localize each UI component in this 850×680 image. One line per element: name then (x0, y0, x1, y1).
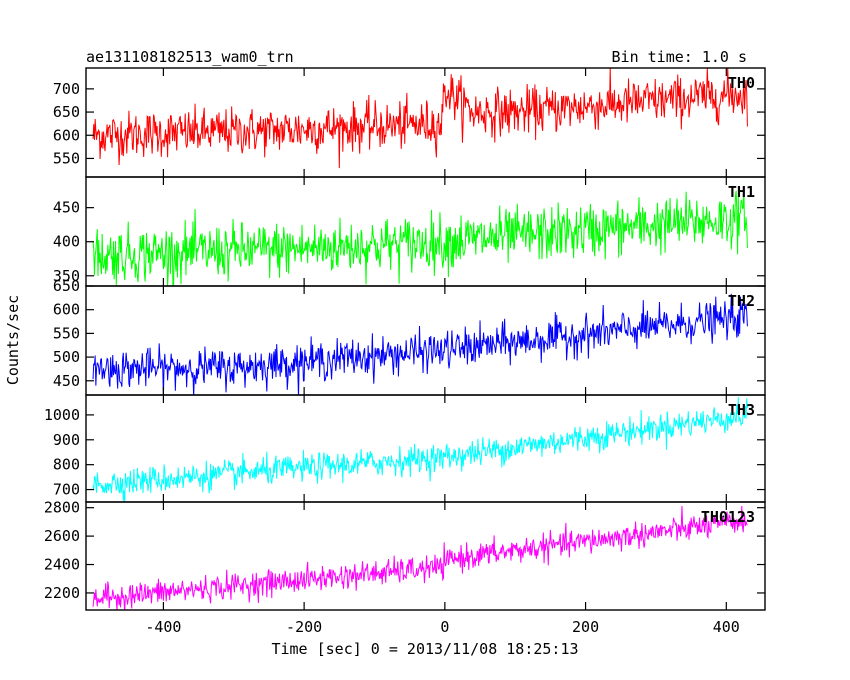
panel-th1: 350 400 450 TH1 (53, 176, 766, 287)
y-tick-label: 500 (53, 348, 80, 366)
y-tick-label: 450 (53, 372, 80, 390)
panel-th0: 550 600 650 700 TH0 (53, 67, 766, 178)
y-tick-label: 800 (53, 456, 80, 474)
panels-group: 550 600 650 700 TH0 350 400 450 TH1 450 500 550 600 6… (44, 67, 766, 611)
series-line-th0 (92, 68, 748, 169)
y-tick-label: 700 (53, 481, 80, 499)
panel-label-th1: TH1 (728, 183, 755, 201)
y-tick-label: 650 (53, 277, 80, 295)
series-line-th2 (92, 293, 748, 395)
y-tick-label: 350 (53, 267, 80, 285)
x-axis-label: Time [sec] 0 = 2013/11/08 18:25:13 (271, 640, 578, 658)
panel-th2: 450 500 550 600 650 TH2 (53, 277, 766, 396)
y-tick-label: 600 (53, 126, 80, 144)
x-tick-label: -400 (145, 618, 181, 636)
y-tick-label: 550 (53, 149, 80, 167)
x-tick-label: 400 (713, 618, 740, 636)
panel-th3: 700 800 900 1000 TH3 (44, 394, 766, 503)
y-tick-label: 900 (53, 431, 80, 449)
x-tick-label: 200 (572, 618, 599, 636)
y-tick-label: 450 (53, 199, 80, 217)
y-tick-label: 2800 (44, 499, 80, 517)
y-axis-label: Counts/sec (4, 295, 22, 385)
bin-time-label: Bin time: 1.0 s (612, 48, 747, 66)
panel-label-th3: TH3 (728, 401, 755, 419)
series-line-th0123 (92, 505, 748, 610)
y-tick-label: 1000 (44, 406, 80, 424)
x-tick-label: -200 (286, 618, 322, 636)
y-tick-label: 550 (53, 324, 80, 342)
panel-label-th0: TH0 (728, 74, 755, 92)
figure-title: ae131108182513_wam0_trn (86, 48, 294, 66)
panel-label-th0123: TH0123 (701, 508, 755, 526)
x-tick-label: 0 (440, 618, 449, 636)
series-line-th3 (92, 397, 748, 502)
y-tick-label: 700 (53, 80, 80, 98)
panel-frame (85, 394, 766, 503)
y-tick-label: 650 (53, 103, 80, 121)
y-tick-label: 2400 (44, 556, 80, 574)
y-tick-label: 2600 (44, 527, 80, 545)
y-tick-label: 2200 (44, 584, 80, 602)
x-axis-tick-labels: -400 -200 0 200 400 (145, 618, 740, 636)
panel-th0123: 2200 2400 2600 2800 TH0123 (44, 499, 766, 611)
panel-label-th2: TH2 (728, 292, 755, 310)
y-tick-label: 600 (53, 301, 80, 319)
series-line-th1 (92, 188, 748, 286)
y-tick-label: 400 (53, 233, 80, 251)
panel-frame (85, 501, 766, 611)
